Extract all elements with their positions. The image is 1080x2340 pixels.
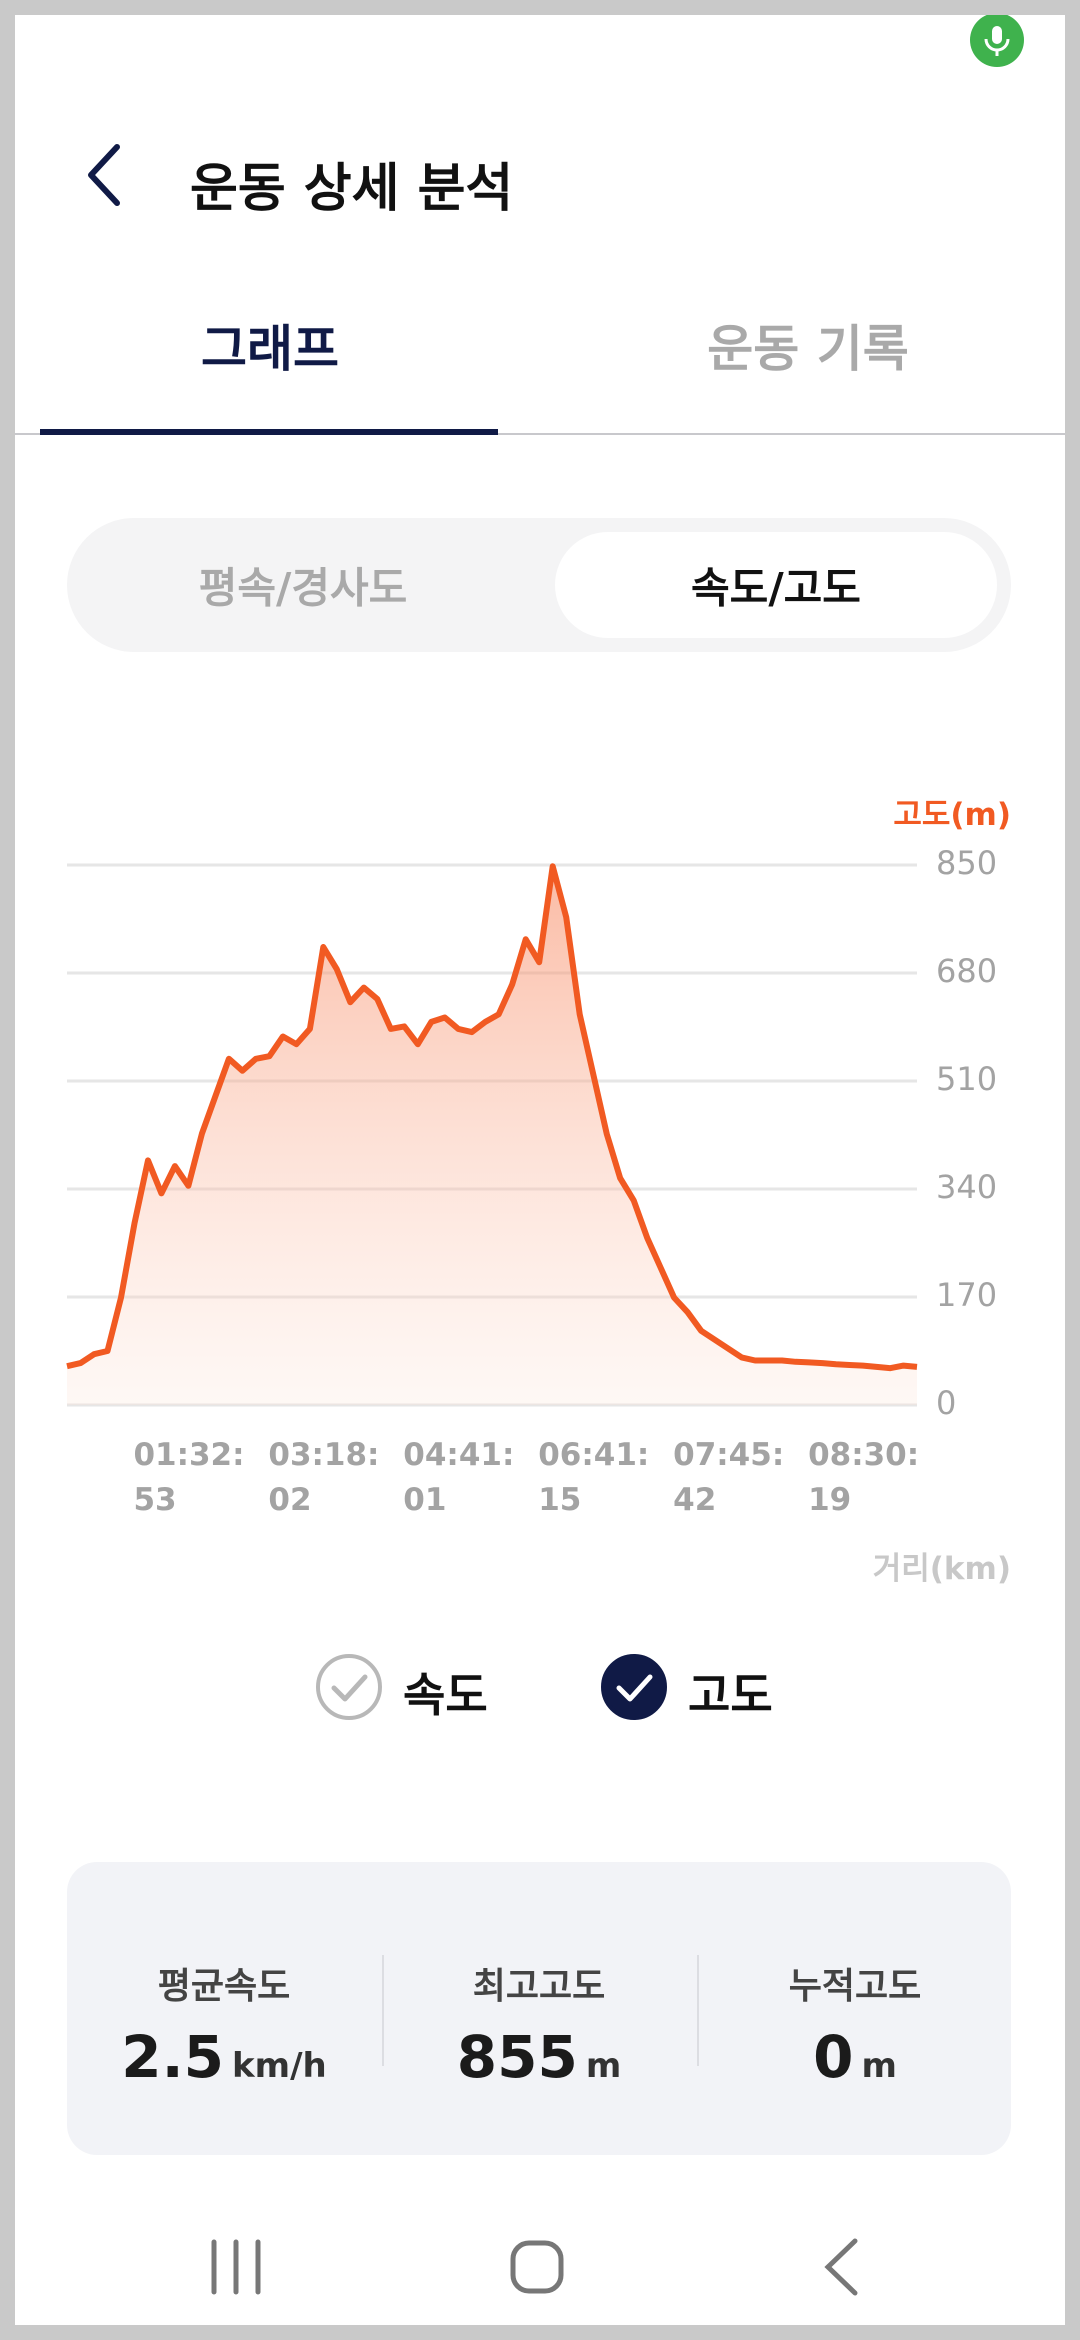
mic-indicator [970,15,1024,67]
stat-value: 2.5 km/h [121,2023,326,2091]
segment-active [555,532,997,638]
back-button[interactable] [83,143,127,207]
checkbox[interactable] [314,1652,384,1722]
x-tick-label: 06:41:15 [538,1437,650,1518]
y-tick-label: 510 [936,1060,997,1098]
nav-back-button[interactable] [824,2238,858,2296]
segment[interactable]: 속도/고도 [691,563,861,613]
y-tick-label: 170 [936,1276,997,1314]
checkbox[interactable] [599,1652,669,1722]
stat-label: 평균속도 [157,1966,291,2007]
x-tick-label: 03:18:02 [268,1437,380,1518]
area [67,866,917,1405]
y-tick-label: 850 [936,844,997,882]
x-axis-title: 거리(km) [872,1551,1011,1587]
stats-panel [67,1862,1011,2155]
segment[interactable]: 평속/경사도 [198,563,408,613]
tab[interactable]: 그래프 [201,320,339,378]
chart: 0 170 340 510 680 850 [66,844,997,1422]
stat-label: 누적고도 [788,1966,922,2007]
x-tick-label: 08:30:19 [808,1437,920,1518]
page-title: 운동 상세 분석 [190,159,514,219]
tab-indicator [40,429,498,435]
legend-toggle[interactable] [599,1652,669,1722]
stat-unit: m [861,2046,897,2086]
tab-divider [15,433,1065,435]
stat-unit: m [585,2046,622,2086]
tab[interactable]: 운동 기록 [707,320,909,378]
stat-unit: km/h [232,2046,327,2086]
y-tick-label: 0 [936,1384,956,1422]
divider [697,1955,699,2066]
legend-label: 속도 [403,1668,488,1722]
legend-toggle[interactable] [314,1652,384,1722]
y-tick-label: 340 [936,1168,997,1206]
stat-value: 855 m [457,2023,622,2091]
nav-bar [211,2238,858,2296]
x-tick-label: 01:32:53 [133,1437,245,1518]
line [66,863,918,1372]
divider [382,1955,384,2066]
home-button[interactable] [510,2240,564,2294]
stat-number: 2.5 [121,2023,225,2091]
y-axis-title: 고도(m) [893,797,1011,833]
x-tick-label: 07:45:42 [673,1437,785,1518]
recent-apps-button[interactable] [211,2239,261,2295]
y-tick-label: 680 [936,952,997,990]
x-tick-label: 04:41:01 [403,1437,515,1518]
legend-label: 고도 [688,1668,773,1722]
stat-number: 0 [813,2023,854,2091]
stat-label: 최고고도 [472,1966,606,2007]
stat-number: 855 [456,2023,578,2091]
